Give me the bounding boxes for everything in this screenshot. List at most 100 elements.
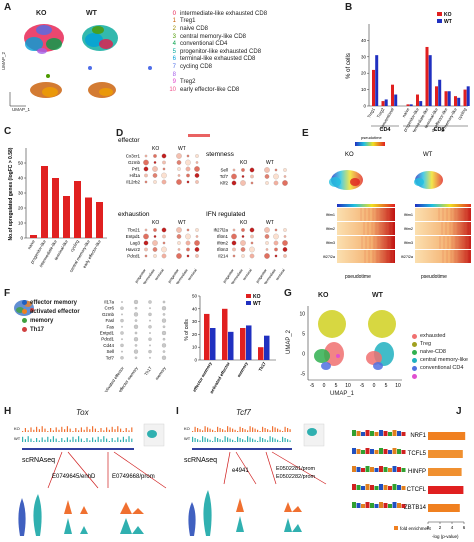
e-gene-label: Ifitm2 xyxy=(326,227,335,231)
f-dot xyxy=(133,312,139,317)
panel-f-dotplot: Il17aCcr6GzmbFaslFasEntpd1Pdcd1Cd44SellT… xyxy=(100,300,168,393)
peak-bar xyxy=(114,429,116,432)
j-legend-swatch xyxy=(394,526,398,530)
j-logo-glyph xyxy=(383,503,388,508)
panel-g-legend: exhausted Treg naive-CD8 central memory-lik… xyxy=(412,332,468,380)
j-logo-glyph xyxy=(352,502,356,508)
panel-a-wt-title: WT xyxy=(86,10,97,17)
panel-e-ko: KO xyxy=(345,152,354,158)
d-dot xyxy=(185,159,191,166)
legend-a-item: 4 conventional CD4 xyxy=(166,40,267,48)
f-bar-ko xyxy=(222,308,228,360)
f-dot xyxy=(148,312,152,317)
peak-bar xyxy=(194,438,196,442)
peak-bar xyxy=(125,439,127,442)
legend-f-dot xyxy=(22,300,27,305)
legend-g-item: central memory-like xyxy=(412,356,468,364)
j-logo-glyph xyxy=(379,484,383,490)
f-dot xyxy=(161,318,167,323)
legend-f-text: effector memory xyxy=(30,299,78,306)
b-legend-swatch xyxy=(437,12,442,16)
e-pt-bar xyxy=(415,204,471,207)
f-dot xyxy=(134,319,138,322)
f-dot xyxy=(149,332,151,334)
g-ytick-label: 5 xyxy=(302,332,305,338)
f-dot xyxy=(161,330,167,336)
e-gene-label: Ifitm3 xyxy=(326,241,335,245)
b-bar-wt xyxy=(438,79,442,106)
peak-bar xyxy=(47,431,49,432)
f-dot xyxy=(162,325,166,329)
g-xtick-label: -5 xyxy=(360,383,365,389)
f-dot xyxy=(120,343,124,348)
d-dot xyxy=(273,173,279,180)
c-bar xyxy=(63,196,70,238)
peak-bar xyxy=(83,429,85,432)
f-bar-ko xyxy=(204,313,210,360)
peak-bar xyxy=(239,438,241,442)
panel-h-scrna: scRNAseq xyxy=(22,457,55,464)
panel-c-chart: No.of upregulated genes (logFC > 0.58) 0… xyxy=(8,147,107,273)
peak-bar xyxy=(217,426,219,432)
d-gene-label: Prf1 xyxy=(132,167,141,172)
d-dot xyxy=(153,235,157,238)
legend-g-text: Treg xyxy=(420,341,432,347)
legend-a-num: 8 xyxy=(172,71,176,78)
j-xlabel-1: fold enrichment xyxy=(400,526,432,531)
j-motif-label: ZBTB14 xyxy=(404,505,427,511)
c-bar xyxy=(85,197,92,238)
peak-bar xyxy=(209,439,211,442)
umap-wt xyxy=(82,25,118,98)
f-dot xyxy=(149,307,151,310)
peak-bar xyxy=(61,438,63,442)
e-gene-label: Ifitm2 xyxy=(404,227,413,231)
peak-bar xyxy=(232,428,234,432)
d-dot xyxy=(152,173,158,178)
j-logo-glyph xyxy=(374,468,379,472)
d-gene-label: Pdcd1 xyxy=(127,254,140,259)
track-ko-label-i: KO xyxy=(184,426,190,431)
j-logo-glyph xyxy=(379,502,383,508)
d-dot xyxy=(185,166,191,172)
d-dot xyxy=(282,247,288,252)
b-bar-ko xyxy=(425,46,429,106)
peak-bar xyxy=(262,438,264,442)
d-dot xyxy=(162,241,166,245)
peak-bar xyxy=(197,428,199,432)
peak-bar xyxy=(108,429,110,432)
d-dot xyxy=(264,253,270,259)
peak-bar xyxy=(192,436,194,442)
legend-a-num: 2 xyxy=(172,25,176,32)
j-xtick-label: 0 xyxy=(427,525,430,530)
peak-bar xyxy=(259,436,261,442)
legend-f-item: memory xyxy=(22,316,80,325)
f-legend-label: KO xyxy=(253,294,261,300)
peak-bar xyxy=(80,438,82,442)
d-dot xyxy=(283,254,287,258)
peak-bar xyxy=(282,436,284,442)
peak-bar xyxy=(106,427,108,432)
d-dot xyxy=(273,180,279,186)
f-dot xyxy=(120,356,124,360)
panel-g-ylabel: UMAP_2 xyxy=(286,329,292,354)
legend-g-text: exhausted xyxy=(420,333,446,339)
panel-j-label: J xyxy=(456,406,462,417)
f-gene-label: Cd44 xyxy=(103,343,114,348)
d-dot xyxy=(186,228,190,232)
peak-bar xyxy=(257,429,259,432)
peak-bar xyxy=(92,426,94,432)
d-dot xyxy=(153,154,157,158)
peak-bar xyxy=(72,436,74,442)
d-dot xyxy=(176,253,182,259)
legend-a-text: intermediate-like exhausted CD8 xyxy=(180,10,268,17)
panel-a-xlabel: UMAP_1 xyxy=(12,107,31,112)
d-dot xyxy=(177,248,181,251)
peak-bar xyxy=(272,437,274,442)
peak-bar xyxy=(269,436,271,442)
legend-g-dot xyxy=(412,349,417,355)
d-gene-label: Ifitm2 xyxy=(217,241,228,246)
d-dot xyxy=(195,180,199,184)
peak-bar xyxy=(100,439,102,442)
d-dot xyxy=(152,240,158,246)
